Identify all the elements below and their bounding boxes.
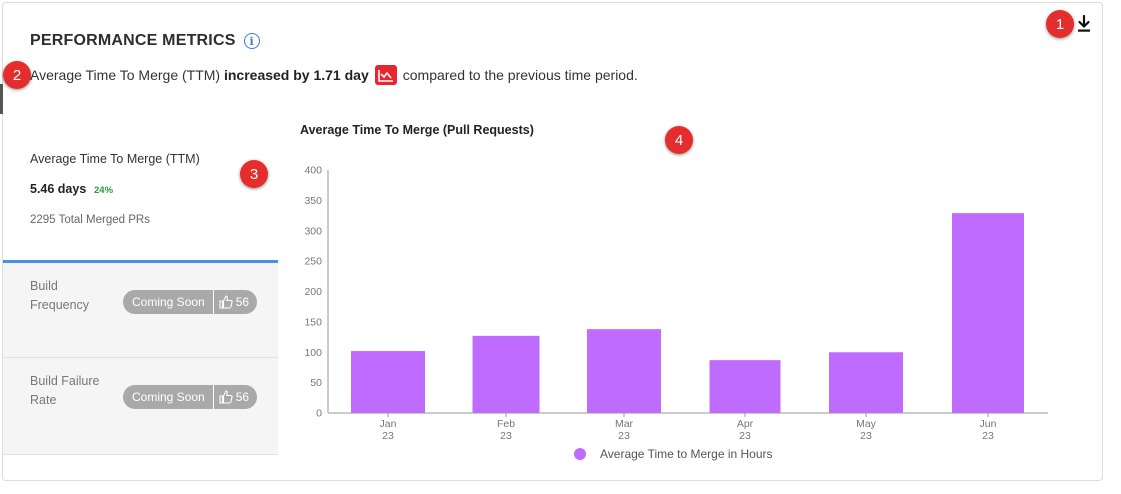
build-failure-rate-card: Build Failure Rate Coming Soon 56: [3, 358, 278, 455]
thumbs-up-icon: [219, 390, 233, 404]
coming-soon-badge[interactable]: Coming Soon 56: [123, 290, 258, 314]
trend-chart-icon: [374, 65, 397, 85]
y-tick-label: 250: [304, 256, 322, 268]
x-tick-label: Jun 23: [980, 418, 997, 442]
ttm-bar-chart: 0 50 100 150 200 250 300 350 400 Jan 23 Feb 23 Mar 23 A…: [304, 165, 1048, 461]
bar: [709, 360, 781, 413]
bar: [472, 335, 540, 413]
like-count-value: 56: [235, 390, 250, 404]
y-tick-label: 150: [304, 316, 322, 328]
coming-soon-text: Coming Soon: [123, 385, 214, 409]
y-tick-label: 100: [304, 347, 322, 359]
summary-emphasis: increased by 1.71 day: [223, 67, 369, 83]
like-count[interactable]: 56: [214, 295, 257, 309]
bar: [587, 329, 661, 413]
scroll-edge: [0, 84, 3, 114]
x-tick-label: May 23: [856, 418, 877, 442]
y-tick-label: 350: [304, 195, 322, 207]
annotation-badge-2: 2: [3, 61, 31, 89]
page-title: PERFORMANCE METRICS: [30, 32, 236, 49]
summary-suffix: compared to the previous time period.: [402, 67, 638, 83]
x-tick-label: Apr 23: [737, 418, 754, 442]
summary-prefix: Average Time To Merge (TTM): [30, 67, 221, 83]
legend-label: Average Time to Merge in Hours: [600, 447, 773, 461]
download-icon[interactable]: [1076, 15, 1092, 33]
y-tick-label: 400: [304, 165, 322, 177]
bar: [351, 351, 425, 413]
legend-marker: [574, 448, 586, 460]
info-icon[interactable]: i: [243, 33, 260, 49]
annotation-badge-4: 4: [665, 126, 693, 154]
like-count[interactable]: 56: [214, 390, 257, 404]
like-count-value: 56: [235, 295, 250, 309]
coming-soon-badge[interactable]: Coming Soon 56: [123, 385, 258, 409]
chart-title: Average Time To Merge (Pull Requests): [300, 123, 534, 137]
y-tick-label: 300: [304, 225, 322, 237]
y-tick-label: 0: [316, 408, 322, 420]
metric-change: 24%: [94, 185, 114, 196]
coming-label: Build Frequency: [30, 279, 90, 312]
metric-sub: 2295 Total Merged PRs: [30, 214, 150, 226]
coming-label: Build Failure Rate: [30, 374, 100, 407]
metric-value: 5.46 days: [30, 182, 87, 196]
bar: [829, 352, 903, 413]
thumbs-up-icon: [219, 295, 233, 309]
y-tick-label: 50: [310, 377, 322, 389]
y-tick-label: 200: [304, 286, 322, 298]
build-frequency-card: Build Frequency Coming Soon 56: [3, 263, 278, 358]
x-tick-label: Jan 23: [380, 418, 397, 442]
annotation-badge-1: 1: [1046, 10, 1074, 38]
ttm-summary: Average Time To Merge (TTM) increased by…: [30, 65, 638, 85]
x-tick-label: Feb 23: [497, 418, 515, 442]
x-tick-label: Mar 23: [615, 418, 634, 442]
ttm-metric-card[interactable]: Average Time To Merge (TTM) 5.46 days 24…: [3, 115, 278, 263]
annotation-badge-3: 3: [240, 160, 268, 188]
coming-soon-text: Coming Soon: [123, 290, 214, 314]
metric-label: Average Time To Merge (TTM): [30, 152, 200, 166]
bar: [952, 213, 1024, 413]
header: PERFORMANCE METRICS i: [30, 32, 260, 50]
